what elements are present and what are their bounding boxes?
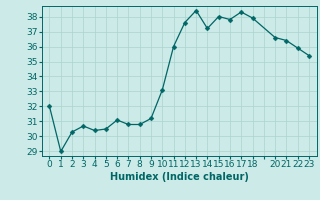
X-axis label: Humidex (Indice chaleur): Humidex (Indice chaleur) — [110, 172, 249, 182]
